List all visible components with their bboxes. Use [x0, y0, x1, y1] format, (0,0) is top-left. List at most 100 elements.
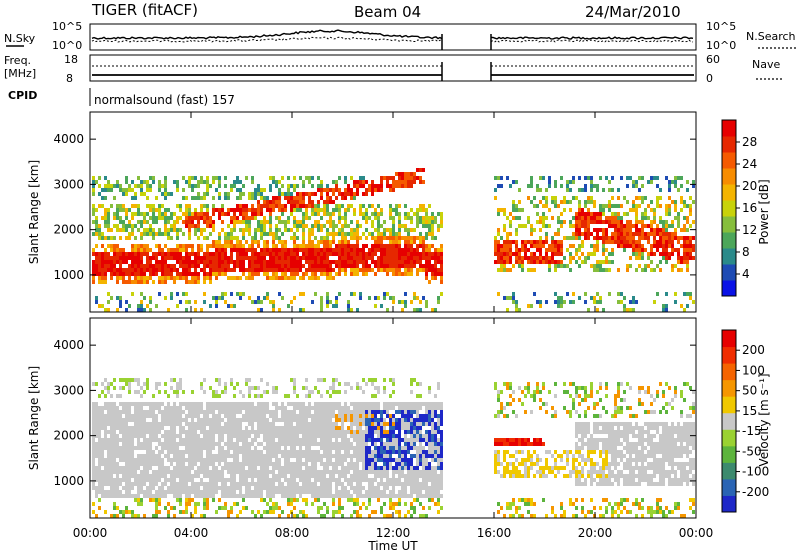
velocity-cell [212, 462, 215, 466]
power-cell [320, 268, 323, 272]
power-cell [689, 208, 692, 212]
power-cell [242, 272, 245, 276]
velocity-cell [329, 394, 332, 398]
velocity-cell [164, 482, 167, 486]
power-cell [518, 308, 521, 312]
velocity-cell [218, 434, 221, 438]
power-cell [515, 304, 518, 308]
velocity-cell [215, 490, 218, 494]
power-cell [158, 184, 161, 188]
power-cell [200, 208, 203, 212]
power-cell [311, 256, 314, 260]
velocity-cell [185, 494, 188, 498]
power-cell [497, 252, 500, 256]
power-cell [527, 256, 530, 260]
power-cell [497, 248, 500, 252]
velocity-cell [137, 390, 140, 394]
power-cell [209, 216, 212, 220]
power-cell [110, 296, 113, 300]
velocity-cell [134, 406, 137, 410]
power-cell [257, 204, 260, 208]
velocity-cell [260, 474, 263, 478]
power-cell [218, 176, 221, 180]
velocity-cell [218, 450, 221, 454]
velocity-cell [122, 450, 125, 454]
power-cell [233, 260, 236, 264]
velocity-cell [140, 446, 143, 450]
power-cell [395, 248, 398, 252]
power-cell [368, 184, 371, 188]
velocity-cell [173, 466, 176, 470]
velocity-cell [128, 402, 131, 406]
power-cell [263, 296, 266, 300]
velocity-cell [236, 502, 239, 506]
power-cell [185, 220, 188, 224]
power-cell [356, 252, 359, 256]
velocity-cell [296, 422, 299, 426]
power-cell [548, 176, 551, 180]
power-cell [209, 268, 212, 272]
power-cell [656, 232, 659, 236]
velocity-cell [317, 510, 320, 514]
velocity-cell [269, 454, 272, 458]
velocity-cell [299, 430, 302, 434]
velocity-cell [224, 426, 227, 430]
velocity-cell [152, 394, 155, 398]
velocity-cell [323, 442, 326, 446]
power-cell [305, 252, 308, 256]
power-cell [305, 192, 308, 196]
velocity-cell [314, 422, 317, 426]
power-cell [311, 204, 314, 208]
velocity-cell [299, 406, 302, 410]
velocity-cell [146, 430, 149, 434]
cpid-label: CPID [8, 89, 37, 102]
velocity-cell [176, 434, 179, 438]
velocity-cell [179, 414, 182, 418]
velocity-cell [194, 510, 197, 514]
velocity-cell [290, 494, 293, 498]
velocity-cell [194, 414, 197, 418]
power-cell [677, 268, 680, 272]
power-cell [521, 224, 524, 228]
power-cell [95, 216, 98, 220]
power-cell [347, 260, 350, 264]
power-cell [131, 180, 134, 184]
power-cell [656, 244, 659, 248]
velocity-cell [212, 474, 215, 478]
velocity-cell [281, 494, 284, 498]
power-cell [638, 252, 641, 256]
power-cell [281, 244, 284, 248]
power-cell [194, 208, 197, 212]
power-cell [146, 248, 149, 252]
velocity-cell [200, 478, 203, 482]
beam-label: Beam 04 [354, 3, 421, 21]
velocity-cell [221, 426, 224, 430]
power-cell [431, 224, 434, 228]
power-cell [272, 256, 275, 260]
power-cell [206, 272, 209, 276]
velocity-cell [251, 422, 254, 426]
power-cell [518, 208, 521, 212]
velocity-cell [251, 490, 254, 494]
freq-tick-high: 18 [64, 53, 78, 66]
velocity-cell [233, 454, 236, 458]
power-cell [128, 208, 131, 212]
velocity-cell [125, 486, 128, 490]
power-cell [416, 244, 419, 248]
velocity-cell [110, 418, 113, 422]
velocity-cell [95, 434, 98, 438]
velocity-cell [311, 438, 314, 442]
velocity-cell [149, 494, 152, 498]
velocity-cell [143, 482, 146, 486]
power-cell [170, 248, 173, 252]
power-cell [149, 216, 152, 220]
power-cell [425, 248, 428, 252]
power-cell [251, 216, 254, 220]
power-cell [416, 268, 419, 272]
power-cell [680, 236, 683, 240]
power-cell [101, 196, 104, 200]
power-cell [107, 228, 110, 232]
power-cell [410, 216, 413, 220]
velocity-cell [191, 462, 194, 466]
velocity-cell [272, 422, 275, 426]
